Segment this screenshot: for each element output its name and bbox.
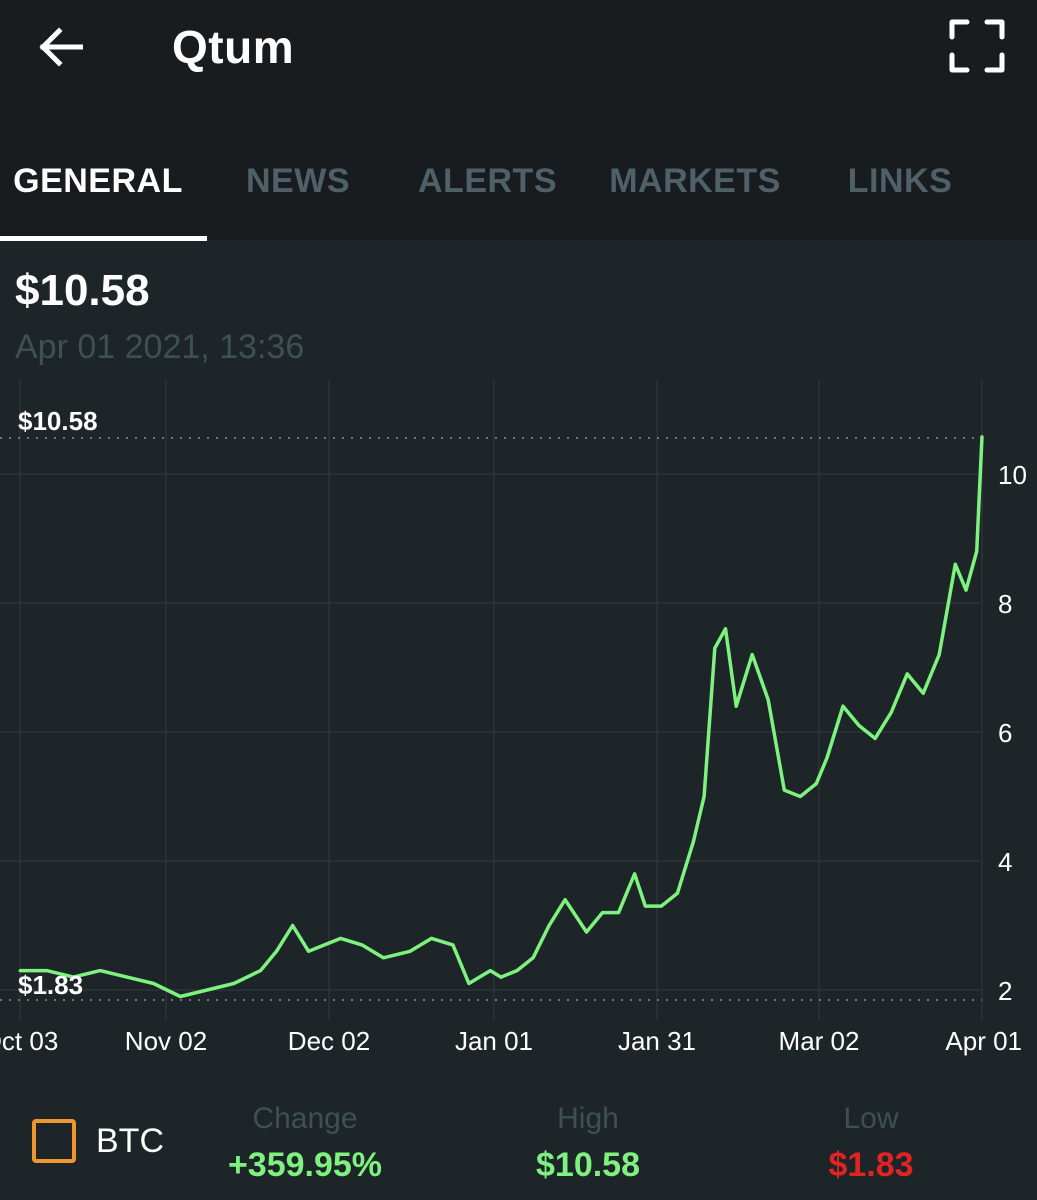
price-point [825,756,829,760]
x-tick-label: Mar 02 [779,1026,860,1056]
price-point [467,982,471,985]
app-bar: Qtum GENERAL NEWS ALERTS MARKETS LINKS [0,0,1037,241]
price-point [152,982,156,985]
price-point [675,891,679,895]
page-title: Qtum [172,21,295,73]
price-point [515,969,519,973]
price-point [360,943,364,947]
low-label: Low [843,1102,899,1135]
active-tab-indicator [0,236,207,241]
price-timestamp: Apr 01 2021, 13:36 [15,328,305,366]
price-point [125,975,129,979]
price-point [643,904,647,908]
price-point [905,672,909,676]
high-label: High [557,1102,619,1135]
price-point [659,904,663,908]
price-point [889,711,893,715]
price-point [547,924,551,927]
price-point [18,969,22,973]
price-line [20,436,984,999]
arrow-left-icon [39,27,83,67]
tab-markets[interactable]: MARKETS [609,162,781,200]
y-tick-label: 6 [998,718,1012,748]
change-stat: Change +359.95% [195,1102,415,1185]
tab-bar: GENERAL NEWS ALERTS MARKETS LINKS [0,150,1037,240]
price-point [339,936,343,940]
price-point [921,691,925,695]
price-point [702,795,706,798]
price-point [601,911,604,915]
tab-alerts[interactable]: ALERTS [418,162,557,200]
price-point [873,736,877,740]
price-point [964,588,968,592]
price-chart[interactable]: 2 4 6 8 10 Oct 03 Nov 02 Dec 02 Jan 01 Jan 31 Mar … [0,380,1037,1070]
price-point [430,936,433,940]
price-point [205,988,209,992]
price-point [782,788,786,792]
price-point [71,975,75,979]
back-button[interactable] [28,18,92,76]
price-point [178,995,182,998]
max-value-label: $10.58 [18,406,98,436]
high-value: $10.58 [536,1146,640,1184]
btc-checkbox[interactable] [32,1119,76,1163]
low-value: $1.83 [828,1146,914,1184]
price-point [259,969,262,973]
price-point [291,924,295,927]
x-tick-label: Oct 03 [0,1026,58,1056]
price-point [488,969,492,973]
btc-toggle[interactable]: BTC [32,1116,172,1166]
price-point [713,646,717,650]
price-point [857,724,861,728]
price-point [814,782,818,786]
price-point [45,969,49,973]
tab-links[interactable]: LINKS [847,162,953,200]
low-stat: Low $1.83 [761,1102,981,1185]
x-tick-label: Dec 02 [288,1026,370,1056]
current-price: $10.58 [15,266,150,315]
tab-news[interactable]: NEWS [246,162,350,200]
price-point [691,840,695,844]
price-point [408,949,412,953]
fullscreen-icon [949,19,1005,73]
tab-general[interactable]: GENERAL [13,162,183,200]
price-point [734,704,738,708]
stats-bar: BTC Change +359.95% High $10.58 Low $1.8… [0,1088,1037,1200]
high-stat: High $10.58 [478,1102,698,1185]
price-point [750,653,754,657]
price-point [307,949,311,953]
price-point [975,549,979,553]
min-value-label: $1.83 [18,970,83,1000]
y-tick-label: 10 [998,460,1027,490]
price-point [937,653,941,657]
y-tick-label: 8 [998,589,1012,619]
change-value: +359.95% [227,1146,383,1184]
price-point [633,872,637,876]
price-point [585,930,588,934]
y-tick-label: 2 [998,976,1012,1006]
price-point [275,949,278,953]
x-tick-label: Jan 31 [618,1026,696,1056]
price-point [531,956,535,960]
price-point [381,956,385,960]
price-point [499,975,503,979]
price-point [451,943,455,947]
price-point [98,969,102,973]
price-point [953,562,957,566]
x-tick-label: Apr 01 [945,1026,1022,1056]
price-point [766,698,770,702]
price-point [563,898,567,902]
fullscreen-button[interactable] [942,14,1012,78]
price-point [798,795,802,798]
price-point [617,911,621,915]
price-point [841,704,845,708]
btc-label: BTC [96,1121,164,1160]
x-tick-label: Jan 01 [455,1026,533,1056]
x-tick-label: Nov 02 [125,1026,207,1056]
y-tick-label: 4 [998,847,1012,877]
price-point [980,435,984,439]
price-point [724,627,727,631]
change-label: Change [252,1102,358,1135]
price-point [232,982,236,985]
